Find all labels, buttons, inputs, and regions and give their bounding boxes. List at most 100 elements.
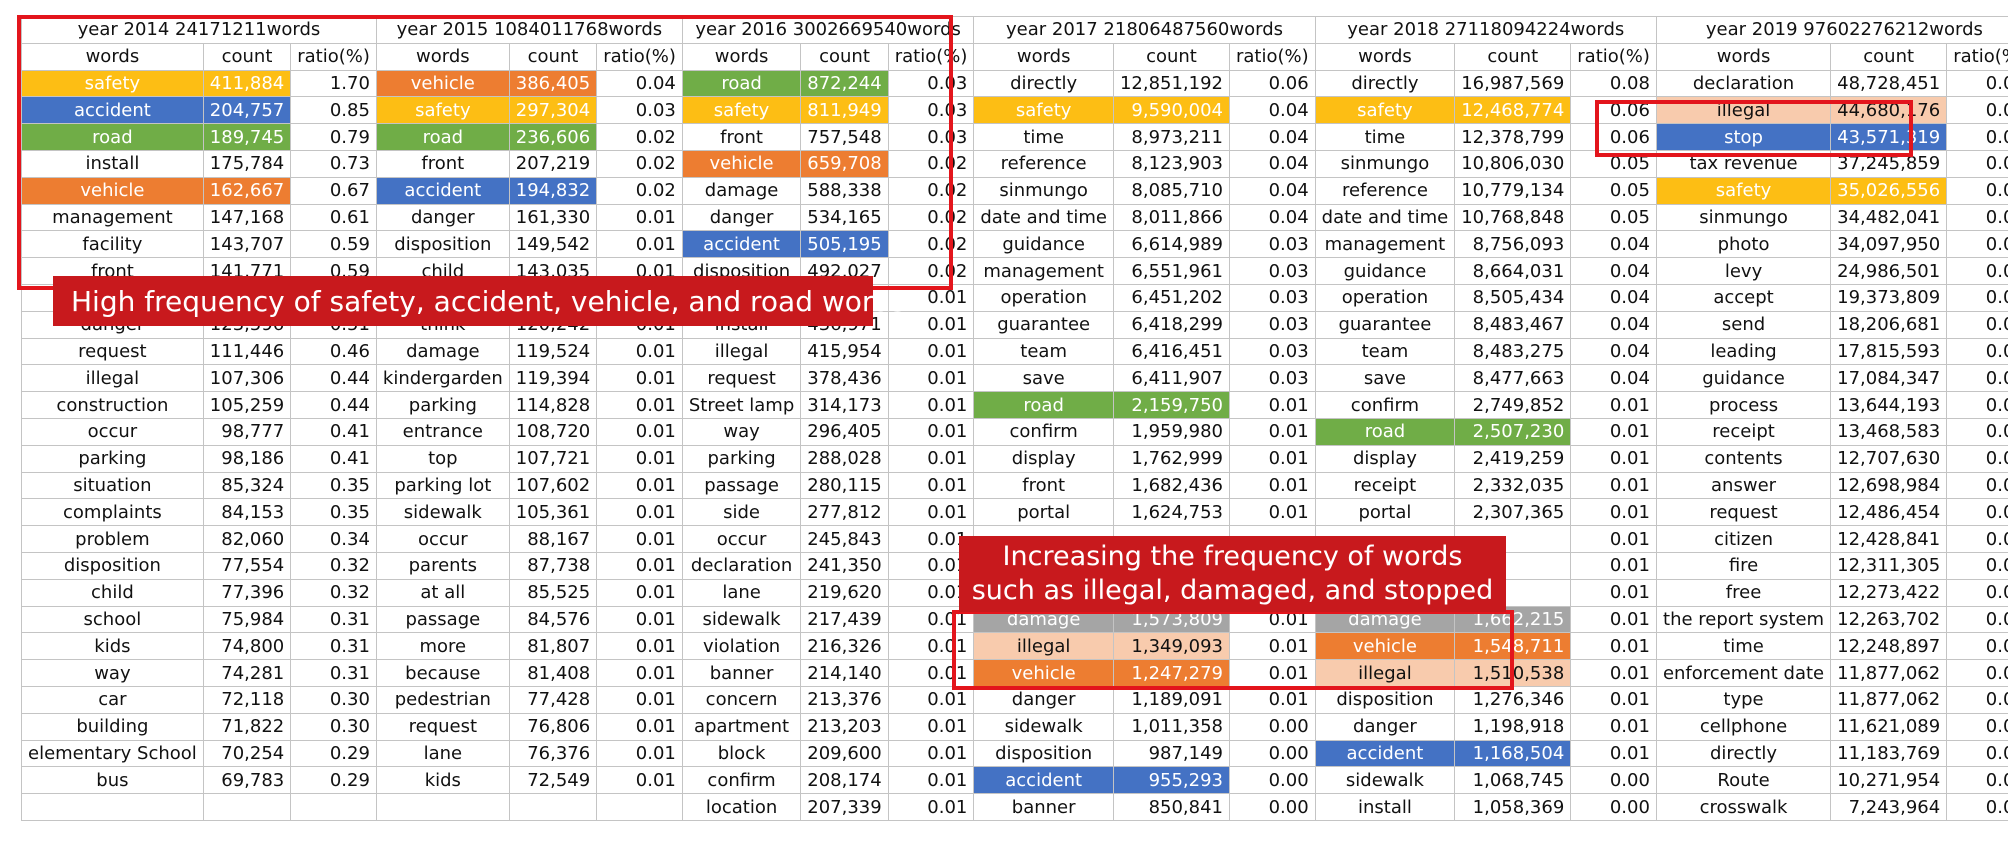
ratio-cell: 0.01	[596, 632, 683, 661]
count-cell: 296,405	[800, 417, 889, 446]
count-cell: 288,028	[800, 444, 889, 473]
word-cell: parents	[375, 551, 510, 580]
ratio-cell: 0.01	[1946, 739, 2008, 768]
word-cell: parking	[681, 444, 802, 473]
word-cell: request	[1655, 498, 1832, 527]
ratio-cell: 0.01	[887, 364, 975, 393]
count-cell: 8,011,866	[1112, 203, 1231, 232]
ratio-cell: 0.01	[1570, 525, 1657, 553]
count-cell: 245,843	[800, 525, 889, 553]
count-cell: 1,276,346	[1454, 685, 1572, 714]
word-cell: location	[681, 793, 802, 821]
count-cell: 74,281	[202, 659, 292, 687]
ratio-cell: 0.01	[887, 793, 975, 821]
table-row: management 147,168 0.61 danger 161,330 0.01 da…	[21, 203, 2008, 232]
ratio-cell: 0.79	[290, 123, 377, 151]
count-cell: 77,554	[202, 551, 292, 580]
column-header-cell: words	[1655, 42, 1832, 71]
word-cell: damage	[375, 337, 510, 366]
word-cell: vehicle	[1314, 632, 1456, 661]
ratio-cell: 0.01	[596, 471, 683, 500]
count-cell: 69,783	[202, 766, 292, 795]
ratio-cell: 0.01	[887, 685, 975, 714]
word-cell: directly	[1314, 69, 1456, 98]
ratio-cell: 0.01	[887, 471, 975, 500]
year-header-row: year 2014 24171211words year 2015 1084011…	[21, 16, 2008, 44]
ratio-cell: 0.03	[887, 96, 975, 125]
ratio-cell: 0.05	[1570, 203, 1657, 232]
word-cell: time	[1655, 632, 1832, 661]
word-cell: banner	[681, 659, 802, 687]
year-header-cell: year 2017 21806487560words	[973, 16, 1316, 44]
annotation-banner-high-frequency: High frequency of safety, accident, vehi…	[53, 276, 905, 326]
word-cell: illegal	[681, 337, 802, 366]
count-cell: 24,986,501	[1830, 257, 1948, 285]
ratio-cell: 0.01	[1946, 605, 2008, 634]
word-cell: safety	[681, 96, 802, 125]
count-cell: 241,350	[800, 551, 889, 580]
word-cell: tax revenue	[1655, 149, 1832, 178]
table-row: safety 411,884 1.70 vehicle 386,405 0.04 road 8…	[21, 69, 2008, 98]
count-cell	[508, 793, 598, 821]
word-cell: send	[1655, 310, 1832, 339]
count-cell: 16,987,569	[1454, 69, 1572, 98]
count-cell: 8,483,275	[1454, 337, 1572, 366]
ratio-cell: 0.01	[1570, 659, 1657, 687]
ratio-cell: 0.04	[596, 69, 683, 98]
year-header-cell: year 2015 1084011768words	[375, 16, 683, 44]
count-cell: 13,644,193	[1830, 391, 1948, 419]
count-cell: 98,777	[202, 417, 292, 446]
count-cell: 280,115	[800, 471, 889, 500]
column-header-cell: ratio(%)	[1570, 42, 1657, 71]
ratio-cell: 0.02	[1946, 283, 2008, 312]
ratio-cell: 0.01	[596, 551, 683, 580]
ratio-cell: 0.02	[596, 123, 683, 151]
word-cell	[21, 793, 204, 821]
word-cell: child	[21, 578, 204, 607]
column-header-cell: count	[202, 42, 292, 71]
ratio-cell: 0.02	[1946, 310, 2008, 339]
ratio-cell: 0.03	[887, 69, 975, 98]
word-cell: sidewalk	[973, 712, 1114, 741]
word-cell: photo	[1655, 230, 1832, 259]
count-cell: 204,757	[202, 96, 292, 125]
ratio-cell: 0.01	[887, 632, 975, 661]
word-cell: illegal	[1314, 659, 1456, 687]
ratio-cell: 0.01	[596, 364, 683, 393]
word-cell: front	[681, 123, 802, 151]
table-row: way 74,281 0.31 because 81,408 0.01 banner 214,…	[21, 659, 2008, 687]
count-cell: 12,707,630	[1830, 444, 1948, 473]
count-cell: 75,984	[202, 605, 292, 634]
word-cell: sinmungo	[973, 176, 1114, 205]
word-cell: damage	[681, 176, 802, 205]
count-cell: 12,248,897	[1830, 632, 1948, 661]
ratio-cell: 0.01	[887, 498, 975, 527]
count-cell: 1,058,369	[1454, 793, 1572, 821]
word-cell: school	[21, 605, 204, 634]
count-cell: 12,468,774	[1454, 96, 1572, 125]
ratio-cell: 0.34	[290, 525, 377, 553]
count-cell: 87,738	[508, 551, 598, 580]
word-cell: Street lamp	[681, 391, 802, 419]
word-cell: crosswalk	[1655, 793, 1832, 821]
table-row: kids 74,800 0.31 more 81,807 0.01 violation 216…	[21, 632, 2008, 661]
count-cell: 12,851,192	[1112, 69, 1231, 98]
ratio-cell: 0.01	[596, 444, 683, 473]
ratio-cell: 0.05	[1946, 96, 2008, 125]
word-cell: danger	[681, 203, 802, 232]
count-cell: 534,165	[800, 203, 889, 232]
word-cell: reference	[973, 149, 1114, 178]
word-cell: lane	[681, 578, 802, 607]
ratio-cell: 0.01	[1946, 551, 2008, 580]
word-cell: save	[973, 364, 1114, 393]
count-cell: 74,800	[202, 632, 292, 661]
word-cell: building	[21, 712, 204, 741]
count-cell: 19,373,809	[1830, 283, 1948, 312]
word-cell: danger	[973, 685, 1114, 714]
ratio-cell: 0.01	[596, 685, 683, 714]
column-header-cell: count	[800, 42, 889, 71]
ratio-cell: 0.00	[1229, 766, 1316, 795]
word-cell: safety	[1314, 96, 1456, 125]
count-cell: 189,745	[202, 123, 292, 151]
ratio-cell: 0.41	[290, 444, 377, 473]
